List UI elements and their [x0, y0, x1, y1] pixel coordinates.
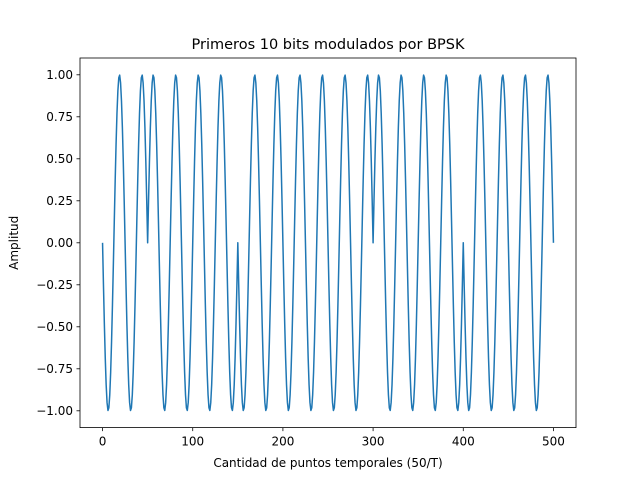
x-axis-ticks: 0 100 200 300 400 500 [99, 427, 565, 449]
y-tick-label: −0.75 [36, 362, 73, 376]
y-axis-label: Amplitud [7, 216, 21, 270]
x-tick-label: 300 [362, 435, 385, 449]
x-tick-label: 0 [99, 435, 107, 449]
x-tick-label: 500 [542, 435, 565, 449]
y-tick-label: 0.00 [46, 236, 73, 250]
series-line-0 [101, 74, 555, 412]
x-tick-label: 200 [271, 435, 294, 449]
y-tick-label: 0.50 [46, 152, 73, 166]
y-tick-label: 1.00 [46, 68, 73, 82]
chart-title: Primeros 10 bits modulados por BPSK [192, 37, 465, 53]
y-tick-label: −0.50 [36, 320, 73, 334]
y-axis-ticks: −1.00 −0.75 −0.50 −0.25 0.00 0.25 0.50 0.75 1.00 [36, 68, 80, 418]
y-tick-label: −0.25 [36, 278, 73, 292]
series-layer [101, 74, 555, 412]
y-tick-label: 0.25 [46, 194, 73, 208]
x-tick-label: 100 [181, 435, 204, 449]
x-tick-label: 400 [452, 435, 475, 449]
x-axis-label: Cantidad de puntos temporales (50/T) [213, 456, 442, 470]
y-tick-label: −1.00 [36, 404, 73, 418]
y-tick-label: 0.75 [46, 110, 73, 124]
